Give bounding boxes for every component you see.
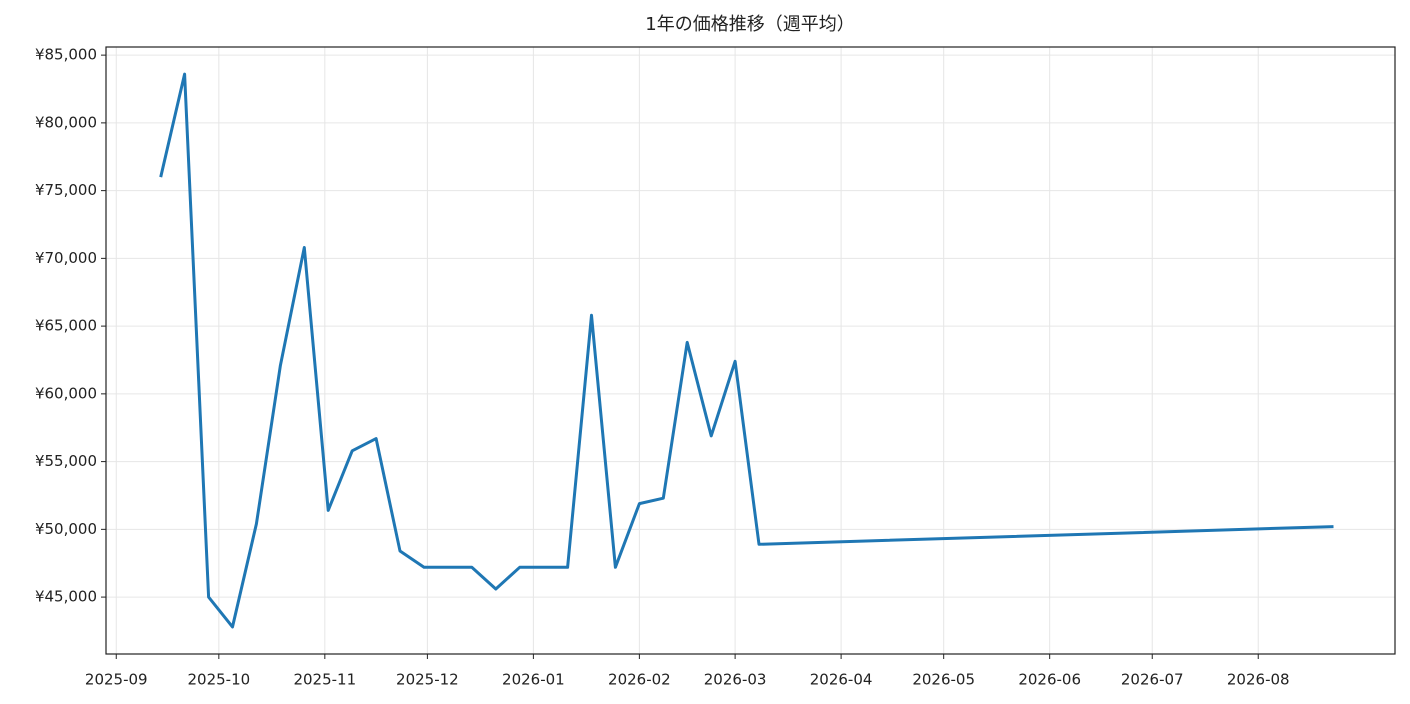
x-tick-label: 2025-10 [187,671,250,689]
y-tick-label: ¥80,000 [35,113,97,131]
y-tick-label: ¥50,000 [35,520,97,538]
chart-title: 1年の価格推移（週平均） [645,14,854,35]
data-line [159,72,1334,629]
plot-frame [105,46,1396,655]
x-tick-label: 2026-01 [502,671,565,689]
y-tick-label: ¥55,000 [35,452,97,470]
x-tick-label: 2026-06 [1018,671,1081,689]
x-tick-label: 2026-07 [1121,671,1184,689]
y-tick-label: ¥85,000 [35,46,97,64]
y-tick-label: ¥65,000 [35,317,97,335]
x-tick-label: 2025-11 [293,671,356,689]
y-tick-label: ¥45,000 [35,588,97,606]
x-tick-label: 2026-03 [704,671,767,689]
x-tick-label: 2026-05 [912,671,975,689]
x-tick-label: 2026-02 [608,671,671,689]
y-tick-label: ¥70,000 [35,249,97,267]
y-tick-label: ¥75,000 [35,181,97,199]
x-tick-label: 2025-09 [85,671,148,689]
x-tick-label: 2025-12 [396,671,459,689]
x-tick-label: 2026-08 [1227,671,1290,689]
x-tick-label: 2026-04 [810,671,873,689]
y-tick-label: ¥60,000 [35,384,97,402]
